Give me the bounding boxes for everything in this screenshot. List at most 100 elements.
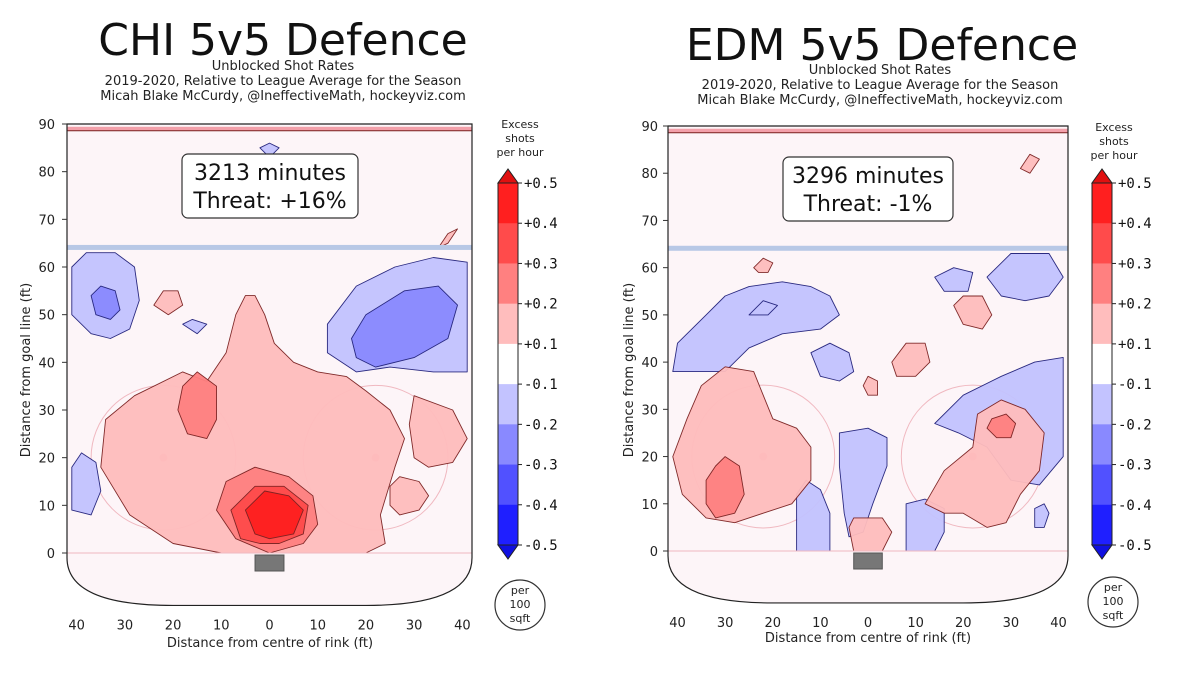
rink-boards — [667, 125, 1069, 604]
y-tick-label: 70 — [641, 214, 658, 229]
x-tick-label: 40 — [669, 616, 686, 631]
colorbar-tick-label: +0.3 — [524, 256, 558, 272]
colorbar-ticks: +0.5 +0.4 +0.3 +0.2 +0.1 -0.1 -0.2 -0.3 -0.4 -0.5 — [1112, 176, 1152, 554]
colorbar-tick-label: -0.2 — [1118, 417, 1152, 433]
contour-region — [705, 456, 745, 519]
goal-net — [853, 552, 883, 570]
chart-subtitle-line-2: 2019-2020, Relative to League Average fo… — [105, 74, 462, 89]
annotation-threat: Threat: -1% — [803, 192, 933, 217]
unit-circle — [1087, 576, 1139, 628]
x-tick-label: 30 — [117, 618, 134, 633]
y-tick-label: 10 — [38, 499, 55, 514]
chart-subtitle-line-1: Unblocked Shot Rates — [809, 63, 952, 78]
chart-title: CHI 5v5 Defence — [98, 15, 467, 66]
colorbar-tick-label: +0.3 — [1118, 256, 1152, 272]
colorbar-tick-label: +0.4 — [1118, 216, 1152, 232]
unit-line-2: 100 — [1103, 595, 1124, 608]
y-tick-label: 70 — [38, 213, 55, 228]
colorbar-title-line-2: shots — [505, 132, 535, 145]
x-tick-label: 30 — [717, 616, 734, 631]
colorbar-tick-label: -0.3 — [524, 458, 558, 474]
colorbar-tick-label: +0.5 — [1118, 176, 1152, 192]
centre-red-line — [668, 128, 1068, 133]
chart-title: EDM 5v5 Defence — [686, 20, 1078, 71]
colorbar: Excess shots per hour +0.5+0.4+0.3+0.2+0… — [494, 118, 558, 631]
x-tick-label: 20 — [165, 618, 182, 633]
colorbar-segment — [1092, 464, 1112, 506]
unit-line-1: per — [1104, 581, 1123, 594]
x-tick-label: 20 — [358, 618, 375, 633]
colorbar-title-line-3: per hour — [1091, 149, 1138, 162]
y-tick-label: 0 — [650, 545, 658, 560]
y-tick-label: 40 — [38, 356, 55, 371]
x-tick-label: 0 — [265, 618, 273, 633]
contour-region — [153, 290, 184, 316]
colorbar-segment — [498, 263, 518, 305]
colorbar-segment — [498, 464, 518, 506]
y-axis-label: Distance from goal line (ft) — [19, 283, 34, 457]
colorbar-segment — [1092, 504, 1112, 546]
contour-region — [891, 342, 931, 377]
contour-region — [953, 295, 993, 330]
x-axis-label: Distance from centre of rink (ft) — [765, 631, 971, 646]
colorbar-tick-label: +0.5 — [524, 176, 558, 192]
colorbar-tick-label: -0.4 — [1118, 498, 1152, 514]
contour-region — [924, 399, 1045, 528]
y-tick-label: 50 — [641, 309, 658, 324]
y-tick-label: 90 — [641, 120, 658, 135]
chart-subtitle-line-3: Micah Blake McCurdy, @IneffectiveMath, h… — [100, 89, 466, 104]
colorbar-segment — [1092, 343, 1112, 385]
x-tick-label: 0 — [864, 616, 872, 631]
contour-region — [437, 228, 458, 249]
x-tick-label: 10 — [213, 618, 230, 633]
colorbar-frame — [497, 182, 519, 546]
annotation-minutes: 3213 minutes — [194, 161, 346, 186]
colorbar-segment — [1092, 424, 1112, 466]
chi-defence-chart: CHI 5v5 Defence Unblocked Shot Rates 201… — [19, 15, 558, 651]
y-tick-label: 40 — [641, 356, 658, 371]
x-tick-label: 10 — [309, 618, 326, 633]
annotation-threat: Threat: +16% — [192, 189, 346, 214]
x-tick-label: 20 — [955, 616, 972, 631]
contour-region — [1019, 153, 1040, 174]
colorbar-tick-label: -0.5 — [1118, 538, 1152, 554]
centre-red-line — [67, 126, 472, 131]
colorbar-segment — [1092, 303, 1112, 345]
edm-defence-chart: EDM 5v5 Defence Unblocked Shot Rates 201… — [622, 20, 1152, 646]
colorbar-tick-label: -0.5 — [524, 538, 558, 554]
colorbar-segment — [1092, 183, 1112, 224]
chart-subtitle-line-2: 2019-2020, Relative to League Average fo… — [702, 78, 1059, 93]
x-tick-label: 40 — [1050, 616, 1067, 631]
colorbar-segment — [498, 384, 518, 425]
blue-line — [67, 244, 472, 250]
colorbar-segment — [1092, 223, 1112, 264]
unit-line-1: per — [511, 584, 530, 597]
contour-region — [986, 413, 1017, 439]
contour-region — [389, 476, 430, 516]
x-tick-label: 40 — [68, 618, 85, 633]
colorbar-tick-label: -0.4 — [524, 498, 558, 514]
colorbar-ticks: +0.5 +0.4 +0.3 +0.2 +0.1 -0.1 -0.2 -0.3 -0.4 -0.5 — [518, 176, 558, 554]
colorbar-title-line-2: shots — [1099, 135, 1129, 148]
colorbar-segment — [498, 223, 518, 264]
colorbar-title-line-1: Excess — [501, 118, 539, 131]
annotation-frame — [782, 156, 954, 222]
x-tick-label: 30 — [406, 618, 423, 633]
rink-plot-area: 0 10 20 30 40 50 60 70 80 90 40 30 20 10 0 10 20 30 40 — [38, 118, 473, 633]
threat-annotation-box: 3213 minutes Threat: +16% — [181, 153, 359, 219]
x-axis-label: Distance from centre of rink (ft) — [167, 636, 373, 651]
rink-boards — [66, 123, 473, 607]
contour-region — [1034, 503, 1050, 528]
contour-region — [244, 490, 304, 540]
x-tick-label: 10 — [907, 616, 924, 631]
annotation-minutes: 3296 minutes — [792, 164, 944, 189]
y-tick-label: 30 — [641, 403, 658, 418]
colorbar-tick-label: -0.1 — [1118, 377, 1152, 393]
contour-region — [862, 375, 878, 396]
colorbar-segment — [498, 343, 518, 385]
colorbar-segment — [498, 183, 518, 224]
colorbar-tick-label: +0.4 — [524, 216, 558, 232]
y-tick-label: 60 — [38, 261, 55, 276]
y-tick-label: 90 — [38, 118, 55, 133]
